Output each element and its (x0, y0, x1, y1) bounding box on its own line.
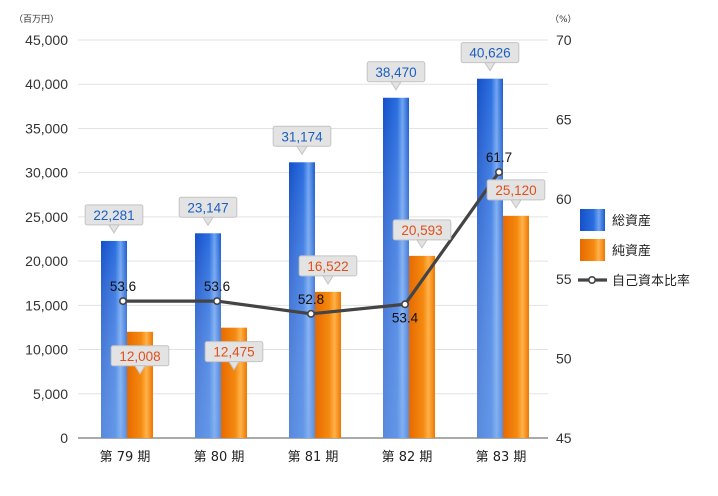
callout-pointer (416, 239, 428, 249)
callout-text: 20,593 (401, 223, 442, 238)
data-labels: 22,281 23,147 31,174 38,470 40,626 12,008 12,4… (84, 42, 546, 375)
callout-text: 12,475 (213, 345, 254, 360)
callout-pointer (322, 275, 334, 285)
net-assets-label: 12,475 (204, 341, 264, 371)
bar-net-assets (503, 215, 529, 438)
total-assets-label: 38,470 (366, 61, 426, 91)
ratio-point (213, 297, 222, 306)
callout-pointer (296, 145, 308, 156)
category-label: 第 80 期 (194, 450, 245, 465)
left-tick-label: 45,000 (25, 32, 68, 48)
callout-text: 23,147 (187, 200, 228, 215)
net-assets-label: 20,593 (392, 219, 452, 249)
legend-label-total-assets: 総資産 (612, 213, 651, 229)
callout-pointer (390, 81, 402, 91)
callout-text: 22,281 (93, 208, 134, 223)
bar-net-assets (315, 291, 341, 438)
callout-text: 12,008 (119, 349, 160, 364)
callout-pointer (228, 361, 240, 371)
left-tick-label: 15,000 (25, 297, 68, 313)
total-assets-label: 23,147 (178, 196, 238, 227)
callout-text: 16,522 (307, 259, 348, 274)
legend-swatch-ratio-point (587, 275, 596, 284)
legend-swatch-total-assets (580, 209, 605, 231)
left-tick-label: 5,000 (33, 386, 68, 402)
callout-text: 38,470 (375, 65, 416, 80)
right-tick-label: 60 (556, 191, 572, 207)
ratio-point (306, 309, 315, 318)
ratio-label: 53.6 (204, 279, 230, 294)
ratio-label: 52.8 (298, 292, 324, 307)
left-tick-label: 30,000 (25, 165, 68, 181)
right-tick-label: 45 (556, 430, 572, 446)
category-label: 第 83 期 (476, 450, 527, 465)
callout-pointer (134, 365, 146, 375)
callout-pointer (202, 216, 214, 227)
legend-label-net-assets: 純資産 (612, 243, 651, 259)
left-tick-label: 25,000 (25, 209, 68, 225)
left-axis-unit: （百万円） (14, 14, 59, 25)
net-assets-label: 16,522 (298, 255, 358, 285)
ratio-label: 53.6 (110, 279, 136, 294)
left-tick-label: 40,000 (25, 76, 68, 92)
ratio-label: 53.4 (392, 310, 419, 325)
bars (101, 78, 529, 439)
total-assets-label: 31,174 (272, 125, 332, 156)
left-tick-label: 0 (60, 430, 68, 446)
bar-net-assets (409, 255, 435, 438)
ratio-point (119, 297, 128, 306)
bar-total-assets-shade (195, 233, 221, 438)
ratio-label: 61.7 (486, 150, 512, 165)
category-label: 第 81 期 (288, 450, 339, 465)
right-axis-unit: （%） (550, 14, 577, 25)
bar-total-assets-shade (101, 240, 127, 438)
legend-label-equity-ratio: 自己資本比率 (612, 273, 690, 289)
left-tick-label: 10,000 (25, 342, 68, 358)
right-tick-label: 55 (556, 271, 572, 287)
category-label: 第 82 期 (382, 450, 433, 465)
ratio-point (400, 300, 409, 309)
category-label: 第 79 期 (100, 450, 151, 465)
right-tick-label: 70 (556, 32, 572, 48)
left-tick-label: 20,000 (25, 253, 68, 269)
right-tick-label: 50 (556, 350, 572, 366)
bar-total-assets-shade (383, 97, 409, 439)
axes: 0 5,000 10,000 15,000 20,000 25,000 30,000 35,0… (14, 14, 577, 465)
ratio-line (119, 168, 503, 318)
callout-pointer (484, 62, 496, 72)
callout-text: 31,174 (281, 129, 323, 144)
callout-text: 40,626 (469, 46, 510, 61)
net-assets-label: 12,008 (110, 345, 170, 375)
callout-pointer (510, 199, 522, 209)
ratio-point (494, 168, 503, 177)
legend-swatch-net-assets (580, 239, 605, 261)
bar-total-assets-shade (289, 162, 315, 438)
callout-text: 25,120 (495, 183, 536, 198)
right-tick-label: 65 (556, 112, 572, 128)
callout-pointer (108, 224, 120, 234)
net-assets-label: 25,120 (486, 179, 546, 209)
bar-total-assets-shade (477, 78, 503, 438)
left-tick-label: 35,000 (25, 120, 68, 136)
total-assets-label: 22,281 (84, 204, 144, 234)
total-assets-label: 40,626 (460, 42, 520, 72)
